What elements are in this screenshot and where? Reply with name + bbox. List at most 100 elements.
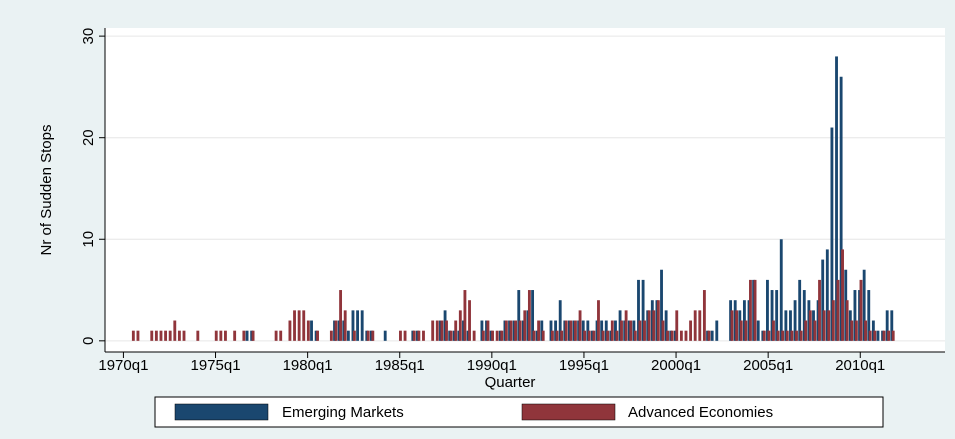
bar xyxy=(297,310,301,341)
bar xyxy=(620,320,623,341)
bar xyxy=(867,290,871,341)
bar xyxy=(795,330,798,341)
bar xyxy=(468,300,471,341)
bar xyxy=(606,330,610,341)
bar xyxy=(702,290,706,341)
bar xyxy=(369,330,373,341)
bar xyxy=(531,290,535,341)
bar xyxy=(417,330,421,341)
bar xyxy=(816,300,820,341)
bar xyxy=(233,330,237,341)
bar xyxy=(841,249,844,341)
bar xyxy=(472,330,476,341)
bar xyxy=(753,279,757,341)
bar xyxy=(633,330,637,341)
bar xyxy=(550,330,554,341)
bar xyxy=(715,320,719,341)
bar xyxy=(784,310,788,341)
bar xyxy=(164,330,168,341)
bar xyxy=(610,320,614,341)
bar xyxy=(854,320,858,341)
bar xyxy=(710,330,714,341)
bar xyxy=(624,310,628,341)
bar xyxy=(555,330,559,341)
x-tick-label: 2005q1 xyxy=(743,357,793,374)
bar xyxy=(554,320,558,341)
bar xyxy=(491,330,494,341)
bar xyxy=(790,330,794,341)
bar xyxy=(749,279,752,341)
bar xyxy=(352,330,356,341)
bar xyxy=(821,259,825,341)
bar xyxy=(799,330,803,341)
bar xyxy=(523,310,527,341)
bar xyxy=(641,279,645,341)
bar xyxy=(660,269,663,341)
bar xyxy=(558,300,562,341)
bar xyxy=(581,320,585,341)
bar xyxy=(850,320,854,341)
bar xyxy=(766,279,769,341)
bar xyxy=(486,320,490,341)
bar xyxy=(403,330,407,341)
bar xyxy=(835,56,838,341)
bar xyxy=(306,320,310,341)
bar xyxy=(587,330,591,341)
bar xyxy=(655,300,659,341)
bar xyxy=(839,76,843,341)
bar xyxy=(822,310,826,341)
bar xyxy=(643,320,646,341)
bar xyxy=(666,330,669,341)
bar xyxy=(224,330,227,341)
bar xyxy=(762,330,766,341)
bar xyxy=(214,330,218,341)
bar xyxy=(859,279,863,341)
bar xyxy=(818,279,821,341)
bar xyxy=(679,330,683,341)
bar xyxy=(541,330,545,341)
bar xyxy=(592,330,596,341)
bar xyxy=(813,320,817,341)
y-tick-label: 0 xyxy=(80,337,97,345)
bar xyxy=(583,330,587,341)
x-tick-label: 1970q1 xyxy=(98,357,148,374)
bar xyxy=(873,330,877,341)
bar xyxy=(789,310,792,341)
bar xyxy=(885,310,889,341)
legend-swatch xyxy=(174,403,269,421)
bar xyxy=(637,279,640,341)
bar xyxy=(154,330,158,341)
bar xyxy=(670,330,674,341)
legend-label: Advanced Economies xyxy=(628,404,773,421)
bar xyxy=(578,310,582,341)
legend-label: Emerging Markets xyxy=(282,404,404,421)
x-tick-label: 1985q1 xyxy=(375,357,425,374)
bar xyxy=(316,330,319,341)
bar xyxy=(458,310,462,341)
bar xyxy=(830,127,834,341)
bar xyxy=(504,320,508,341)
y-tick-label: 30 xyxy=(80,28,97,45)
bar xyxy=(537,320,541,341)
bar xyxy=(744,320,748,341)
bar xyxy=(831,300,835,341)
bar xyxy=(445,320,448,341)
bar xyxy=(440,320,444,341)
bar xyxy=(508,320,511,341)
x-tick-label: 1990q1 xyxy=(467,357,517,374)
bar xyxy=(334,320,338,341)
bar xyxy=(356,310,360,341)
bar xyxy=(422,330,425,341)
bar xyxy=(481,330,485,341)
bar xyxy=(864,320,868,341)
bar xyxy=(412,330,416,341)
bar xyxy=(333,320,336,341)
bar xyxy=(366,330,370,341)
bar xyxy=(675,310,679,341)
bar xyxy=(509,320,513,341)
bar xyxy=(887,330,891,341)
bar xyxy=(274,330,278,341)
bar xyxy=(310,320,313,341)
